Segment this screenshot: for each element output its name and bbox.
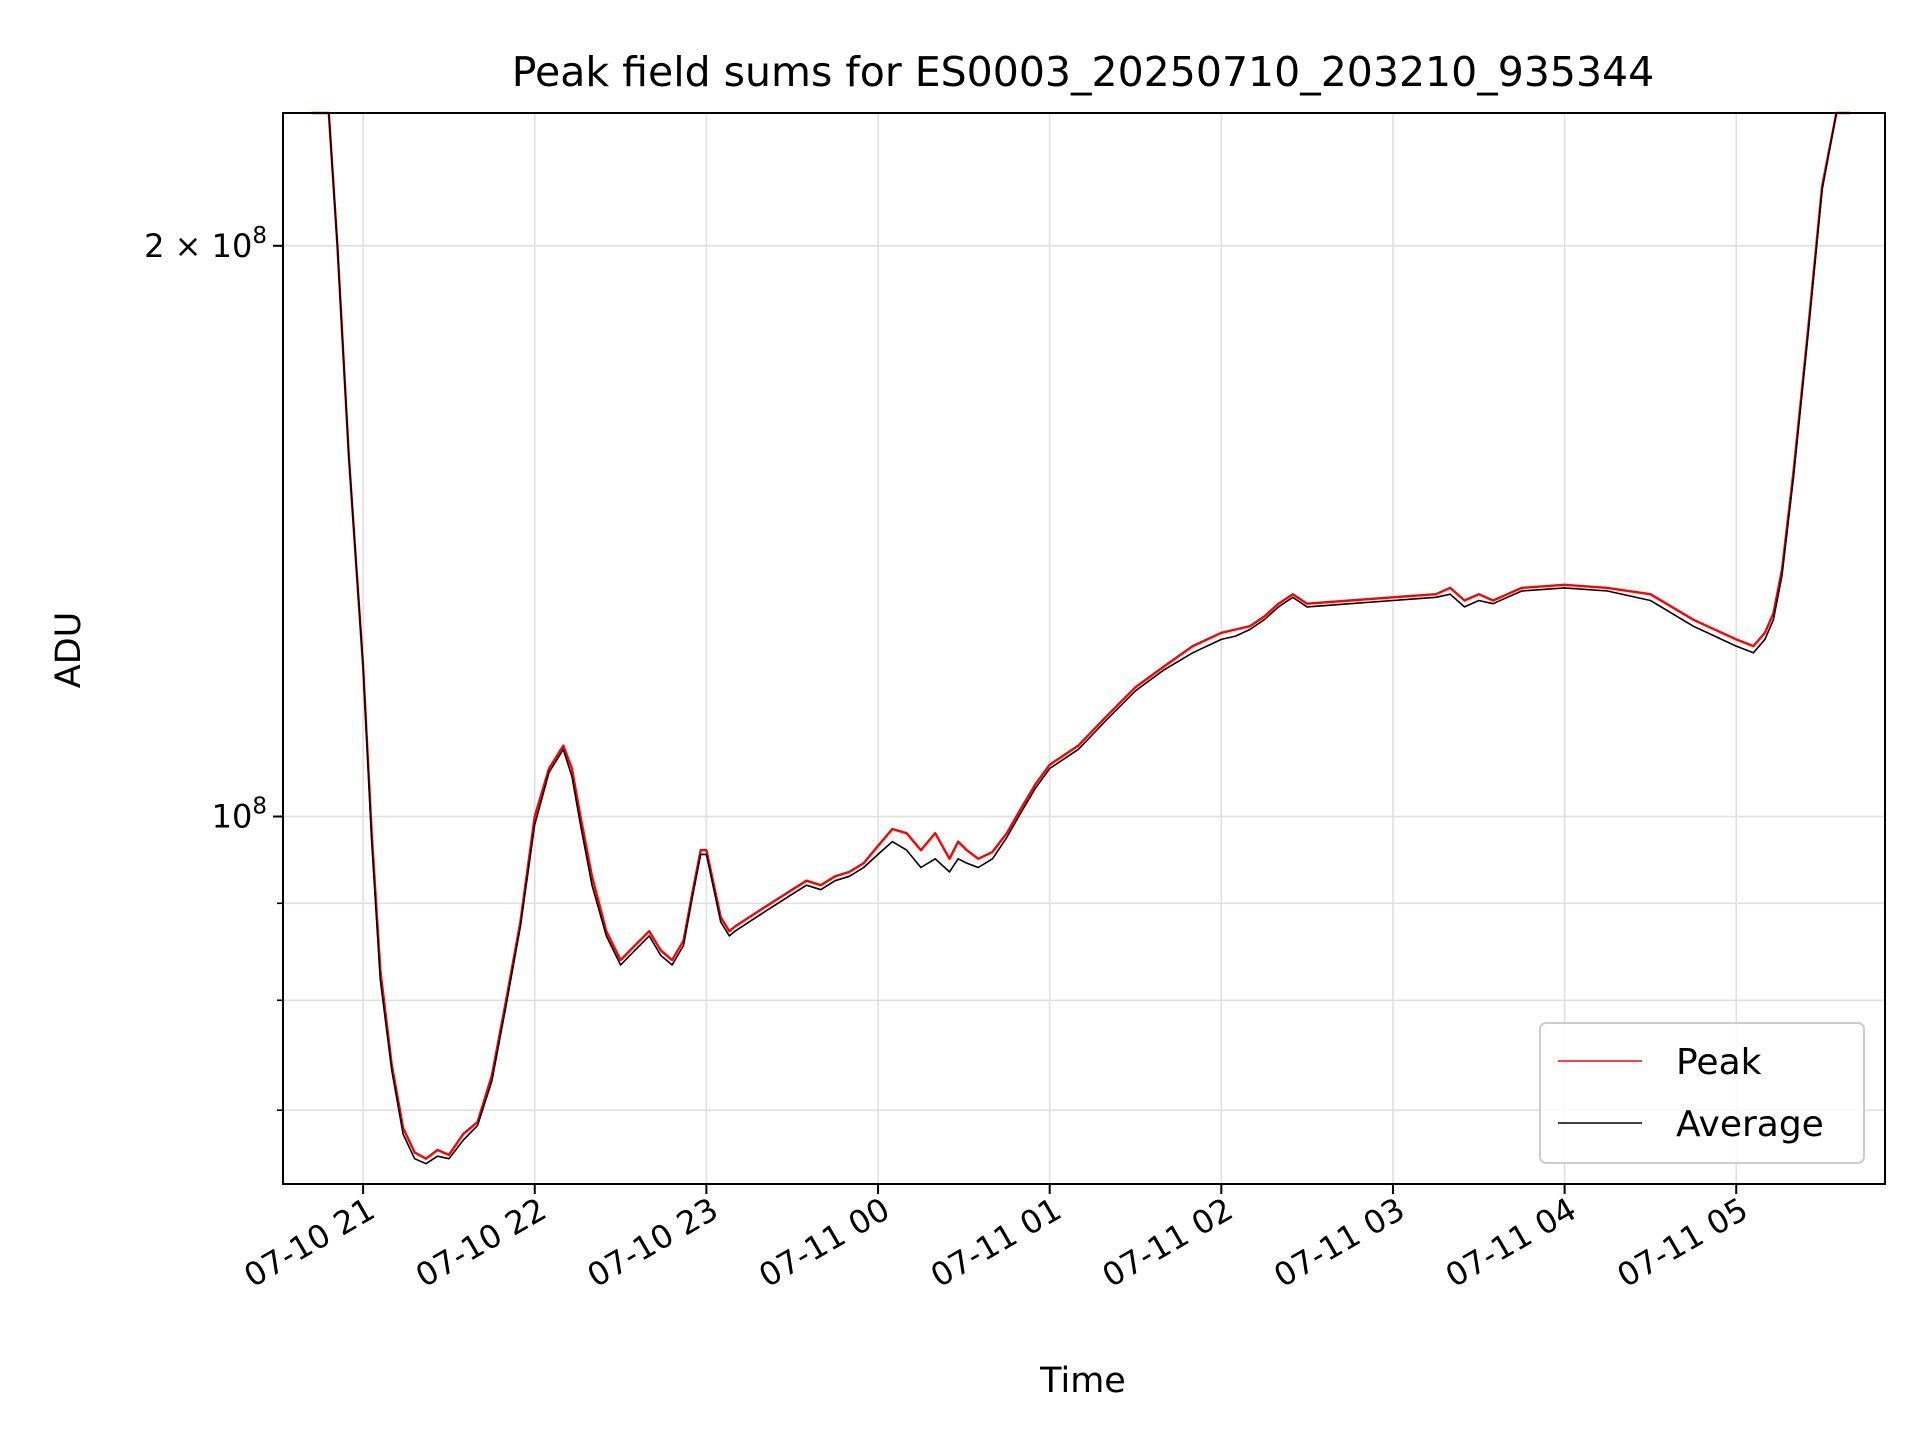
x-tick-label: 07-11 00: [752, 1190, 896, 1295]
series-line-peak: [311, 111, 1851, 1160]
x-tick-label: 07-11 04: [1439, 1190, 1583, 1295]
legend-label-peak: Peak: [1676, 1042, 1762, 1083]
legend-box: [1539, 1022, 1865, 1164]
plot-frame: [282, 112, 1886, 1185]
x-axis-label: Time: [1039, 1361, 1126, 1401]
x-tick-label: 07-11 02: [1096, 1190, 1240, 1295]
x-tick-label: 07-11 05: [1611, 1190, 1755, 1295]
y-axis-label: ADU: [49, 612, 89, 689]
y-tick-label: 108: [212, 794, 267, 836]
chart-title: Peak field sums for ES0003_20250710_2032…: [512, 48, 1654, 96]
x-tick-label: 07-10 21: [238, 1190, 382, 1295]
x-tick-label: 07-10 23: [581, 1190, 725, 1295]
y-tick-label: 2 × 108: [144, 223, 267, 265]
x-tick-label: 07-10 22: [409, 1190, 553, 1295]
legend-label-average: Average: [1676, 1104, 1824, 1145]
legend: Peak Average: [1539, 1022, 1865, 1164]
x-tick-label: 07-11 01: [924, 1190, 1068, 1295]
series-line-average: [311, 112, 1851, 1165]
y-axis: 108 2 × 108: [144, 223, 283, 1112]
x-tick-label: 07-11 03: [1267, 1190, 1411, 1295]
series-lines: [311, 111, 1851, 1165]
grid: [283, 113, 1885, 1184]
x-axis: 07-10 21 07-10 22 07-10 23 07-11 00 07-11 01…: [238, 1184, 1755, 1295]
